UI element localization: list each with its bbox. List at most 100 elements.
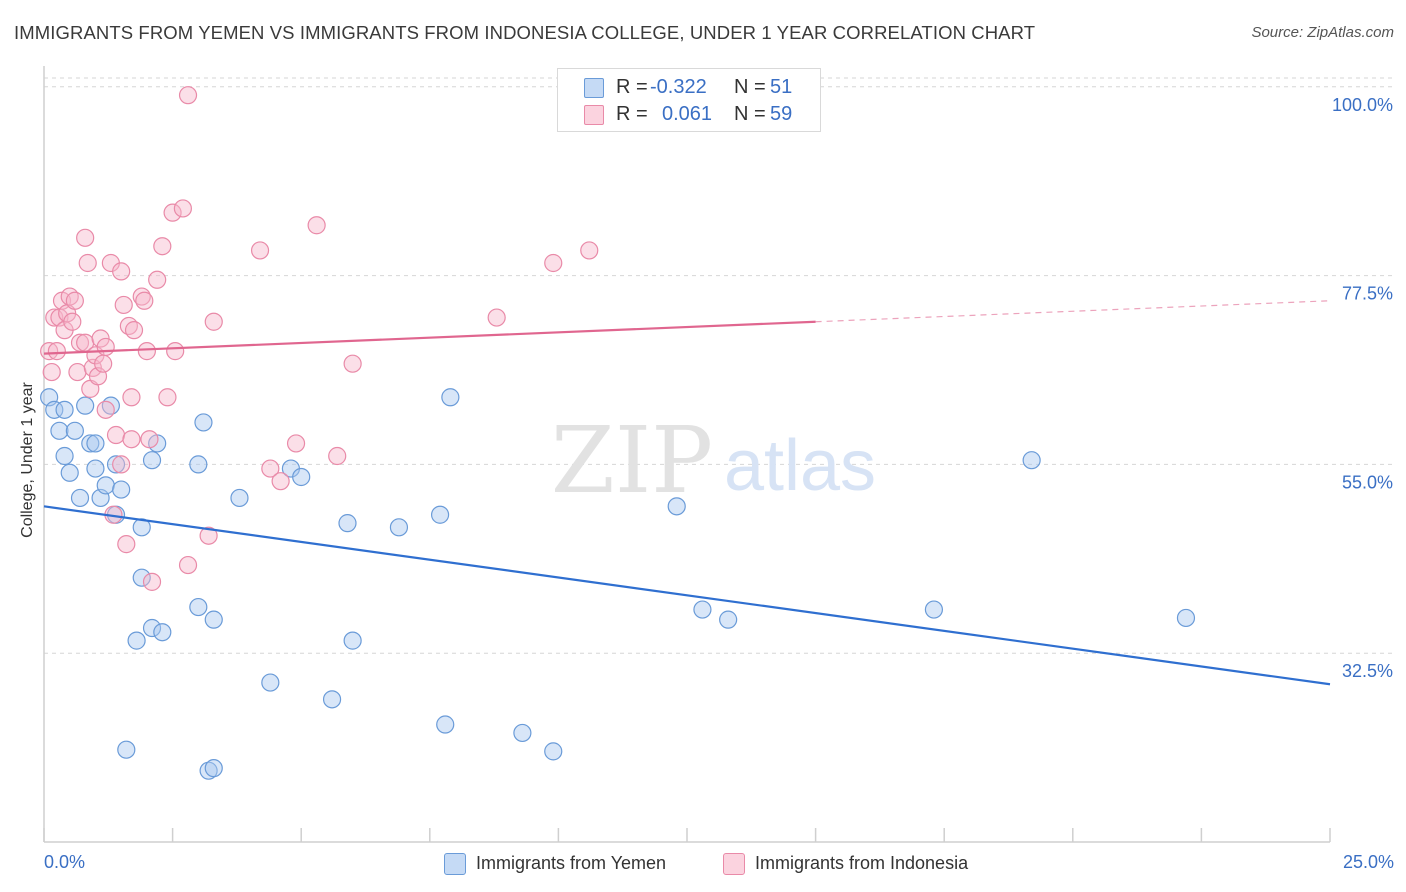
indonesia-point <box>178 86 198 105</box>
indonesia-point <box>343 354 362 373</box>
yemen-point <box>142 618 162 638</box>
indonesia-trend-line <box>43 320 816 355</box>
yemen-point <box>338 514 357 533</box>
indonesia-point <box>580 241 599 260</box>
y-tick-label: 32.5% <box>1342 661 1393 681</box>
trend-lines <box>43 300 1331 686</box>
yemen-point <box>96 476 115 495</box>
source-note: Source: ZipAtlas.com <box>1251 24 1394 41</box>
n-label: N = <box>734 103 766 125</box>
axes <box>43 66 1331 843</box>
indonesia-point <box>106 425 126 445</box>
yemen-trend-line <box>43 505 1331 686</box>
indonesia-point <box>112 455 131 474</box>
yemen-point <box>189 597 208 617</box>
yemen-point <box>544 742 563 761</box>
watermark-zip: ZIP <box>551 407 713 514</box>
legend-indonesia-swatch <box>723 853 745 875</box>
indonesia-swatch <box>584 105 604 125</box>
gridlines <box>44 77 1394 654</box>
watermark-atlas: atlas <box>724 426 876 506</box>
yemen-point <box>45 400 64 419</box>
yemen-point <box>142 451 162 470</box>
data-points <box>40 86 1196 780</box>
indonesia-point <box>250 241 270 260</box>
indonesia-point <box>544 253 563 273</box>
indonesia-point <box>47 342 66 361</box>
yemen-point <box>65 421 84 440</box>
yemen-point <box>204 610 223 629</box>
x-tick-label-max: 25.0% <box>1342 852 1394 872</box>
indonesia-point <box>158 388 177 407</box>
indonesia-point <box>153 237 172 256</box>
yemen-point <box>127 631 146 650</box>
indonesia-point <box>163 203 182 222</box>
yemen-point <box>50 421 69 440</box>
indonesia-point <box>114 295 133 315</box>
yemen-point <box>389 518 409 537</box>
indonesia-point <box>42 362 61 382</box>
legend-yemen-swatch <box>444 853 466 875</box>
yemen-point <box>189 455 208 474</box>
yemen-point <box>81 434 100 453</box>
indonesia-point <box>135 291 154 310</box>
indonesia-point <box>140 430 159 449</box>
indonesia-point <box>199 526 218 545</box>
indonesia-point <box>78 253 97 273</box>
indonesia-point <box>124 321 144 340</box>
stats-box: R = -0.322 N = 51 R = 0.061 N = 59 <box>557 68 821 132</box>
indonesia-point <box>68 362 87 382</box>
yemen-point <box>441 388 460 407</box>
yemen-point <box>194 413 213 432</box>
indonesia-point <box>204 312 223 331</box>
yemen-point <box>322 690 342 709</box>
yemen-point <box>60 463 79 482</box>
yemen-point <box>86 434 105 453</box>
indonesia-point <box>487 308 506 327</box>
indonesia-point <box>122 388 141 407</box>
chart-title: IMMIGRANTS FROM YEMEN VS IMMIGRANTS FROM… <box>14 22 1036 43</box>
indonesia-point <box>65 291 84 310</box>
n-label: N = <box>734 76 766 98</box>
r-label: R = <box>616 103 648 125</box>
yemen-point <box>199 761 218 780</box>
indonesia-point <box>148 270 167 289</box>
legend-yemen-label: Immigrants from Yemen <box>476 853 667 873</box>
n-value: 59 <box>770 103 793 125</box>
watermark: ZIP atlas <box>551 407 876 514</box>
yemen-point <box>430 505 450 524</box>
yemen-point <box>261 673 280 692</box>
indonesia-point <box>142 572 162 591</box>
n-value: 51 <box>770 76 793 98</box>
indonesia-point <box>137 342 156 361</box>
yemen-point <box>230 488 249 508</box>
yemen-point <box>70 488 90 508</box>
y-tick-label: 100.0% <box>1332 95 1393 115</box>
y-axis-label: College, Under 1 year <box>19 382 36 538</box>
yemen-point <box>76 396 95 415</box>
indonesia-point <box>96 337 115 357</box>
yemen-point <box>513 723 532 743</box>
indonesia-point <box>63 312 82 331</box>
yemen-point <box>924 600 944 619</box>
indonesia-point <box>112 262 131 281</box>
indonesia-point <box>76 228 95 247</box>
indonesia-trend-extension <box>815 300 1331 323</box>
y-tick-label: 77.5% <box>1342 284 1393 304</box>
legend-indonesia-label: Immigrants from Indonesia <box>755 853 969 873</box>
yemen-point <box>106 455 126 474</box>
yemen-point <box>1176 608 1196 628</box>
yemen-point <box>292 467 311 487</box>
r-value: 0.061 <box>662 103 713 125</box>
indonesia-point <box>40 342 59 361</box>
indonesia-point <box>178 555 198 575</box>
r-value: -0.322 <box>650 76 707 98</box>
indonesia-point <box>166 342 185 361</box>
yemen-point <box>132 568 151 587</box>
yemen-swatch <box>584 78 604 98</box>
yemen-point <box>693 600 712 619</box>
indonesia-point <box>173 199 192 218</box>
y-tick-label: 55.0% <box>1342 472 1393 492</box>
yemen-point <box>86 459 105 478</box>
